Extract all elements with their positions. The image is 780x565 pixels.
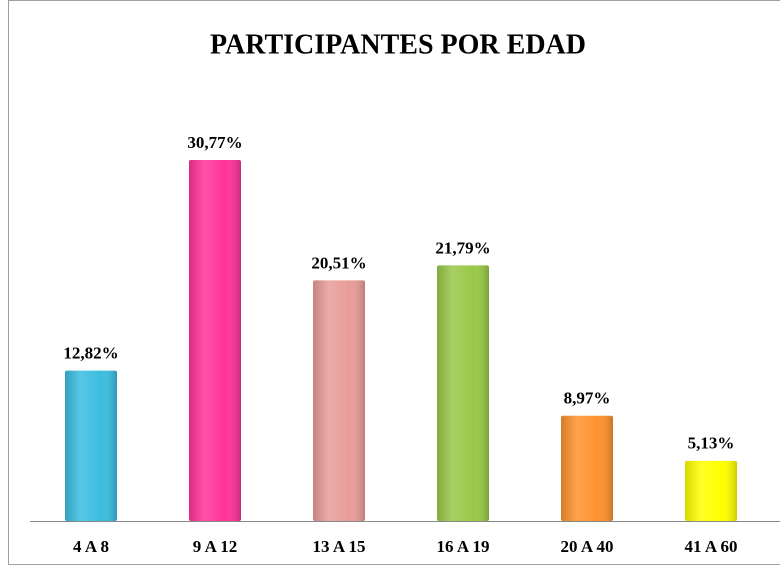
x-tick-label: 13 A 15 <box>313 537 366 556</box>
chart-title: PARTICIPANTES POR EDAD <box>210 29 586 60</box>
value-label: 30,77% <box>187 133 242 152</box>
chart-frame <box>8 0 780 565</box>
x-tick-label: 41 A 60 <box>685 537 738 556</box>
value-label: 8,97% <box>564 389 611 408</box>
value-label: 12,82% <box>63 343 118 362</box>
bar <box>313 280 365 521</box>
bar <box>65 370 117 521</box>
x-tick-label: 4 A 8 <box>73 537 109 556</box>
x-tick-label: 16 A 19 <box>437 537 490 556</box>
x-tick-label: 9 A 12 <box>193 537 237 556</box>
x-tick-label: 20 A 40 <box>561 537 614 556</box>
value-label: 20,51% <box>311 253 366 272</box>
bar <box>437 265 489 521</box>
bar <box>685 460 737 521</box>
bar <box>189 160 241 521</box>
value-label: 21,79% <box>435 238 490 257</box>
bar <box>561 415 613 521</box>
value-label: 5,13% <box>688 434 735 453</box>
